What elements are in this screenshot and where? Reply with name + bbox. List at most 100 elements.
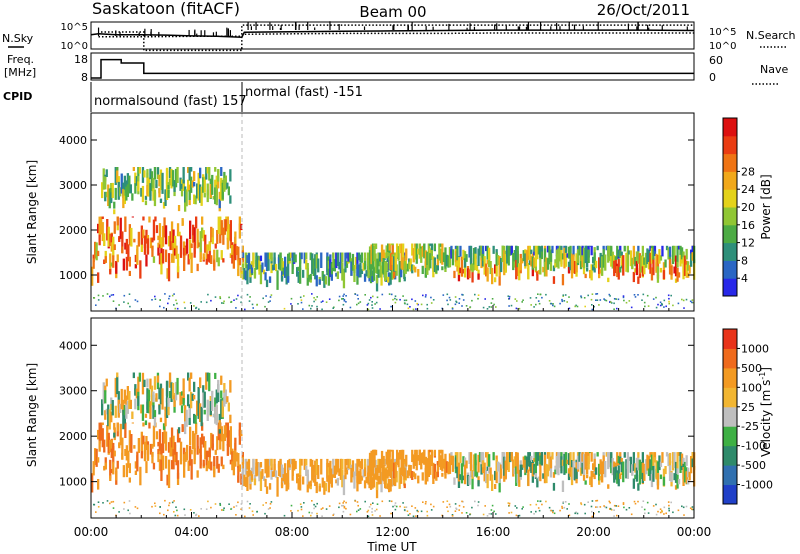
echo-speckle: [321, 308, 323, 311]
echo-speckle: [403, 299, 406, 302]
echo-speckle: [652, 505, 655, 507]
echo-cell: [221, 400, 224, 418]
echo-cell: [176, 460, 180, 479]
echo-cell: [311, 459, 314, 481]
echo-cell: [680, 453, 684, 466]
echo-cell: [142, 422, 145, 427]
echo-cell: [582, 454, 586, 475]
echo-speckle: [95, 511, 97, 513]
echo-cell: [513, 250, 516, 263]
echo-speckle: [461, 293, 463, 296]
echo-cell: [543, 468, 547, 484]
echo-speckle: [195, 306, 198, 309]
echo-cell: [664, 259, 667, 268]
echo-cell: [190, 372, 193, 379]
echo-cell: [264, 252, 267, 267]
echo-speckle: [359, 301, 362, 303]
echo-speckle: [97, 294, 100, 297]
echo-speckle: [599, 299, 602, 301]
echo-speckle: [537, 293, 539, 295]
echo-speckle: [550, 302, 553, 305]
echo-cell: [137, 231, 140, 247]
echo-cell: [329, 465, 332, 484]
echo-cell: [354, 463, 358, 476]
echo-cell: [157, 235, 160, 241]
echo-cell: [196, 228, 199, 249]
colorbar-tick-label: 100: [741, 381, 762, 394]
echo-cell: [382, 467, 385, 482]
echo-cell: [515, 466, 518, 486]
echo-cell: [376, 465, 379, 481]
echo-cell: [110, 469, 113, 473]
echo-cell: [220, 250, 223, 260]
echo-cell: [595, 467, 598, 475]
echo-cell: [125, 238, 128, 255]
echo-cell: [439, 455, 442, 470]
echo-speckle: [371, 307, 374, 309]
echo-speckle: [394, 301, 397, 304]
echo-cell: [674, 278, 678, 283]
colorbar-tick-label: -25: [741, 420, 759, 433]
echo-speckle: [490, 513, 493, 515]
echo-cell: [276, 270, 279, 290]
y-tick-label: 1000: [59, 269, 87, 282]
echo-cell: [120, 173, 123, 194]
echo-cell: [586, 267, 589, 272]
echo-cell: [592, 471, 595, 478]
echo-cell: [197, 172, 200, 191]
echo-speckle: [590, 298, 593, 301]
echo-cell: [380, 244, 384, 262]
echo-cell: [620, 462, 623, 473]
echo-cell: [213, 249, 216, 260]
echo-speckle: [587, 501, 589, 503]
echo-cell: [396, 243, 399, 258]
echo-speckle: [379, 515, 381, 517]
echo-speckle: [412, 308, 415, 311]
echo-cell: [153, 192, 157, 200]
echo-cell: [406, 263, 409, 272]
echo-cell: [344, 459, 347, 473]
echo-speckle: [633, 500, 636, 503]
echo-cell: [691, 245, 694, 261]
echo-speckle: [685, 505, 688, 508]
echo-speckle: [663, 299, 666, 302]
echo-cell: [213, 260, 216, 267]
echo-speckle: [615, 298, 617, 300]
echo-cell: [167, 253, 171, 263]
echo-cell: [172, 435, 175, 453]
echo-cell: [619, 267, 622, 273]
echo-cell: [131, 216, 134, 218]
echo-cell: [408, 258, 411, 264]
echo-cell: [177, 205, 181, 212]
echo-speckle: [689, 507, 692, 509]
echo-cell: [436, 462, 439, 472]
echo-speckle: [416, 302, 418, 305]
colorbar-tick-label: 500: [741, 362, 762, 375]
echo-cell: [219, 216, 222, 235]
echo-speckle: [290, 303, 292, 305]
echo-cell: [147, 179, 151, 197]
echo-cell: [572, 245, 575, 257]
echo-cell: [129, 399, 132, 409]
echo-cell: [324, 482, 327, 492]
echo-speckle: [372, 295, 374, 298]
echo-speckle: [644, 512, 646, 515]
echo-cell: [197, 387, 200, 405]
echo-cell: [418, 243, 421, 256]
echo-cell: [219, 439, 222, 450]
echo-cell: [393, 271, 396, 279]
echo-cell: [393, 478, 396, 485]
echo-cell: [673, 473, 676, 481]
x-tick-label: 16:00: [476, 525, 511, 539]
echo-speckle: [366, 304, 369, 306]
echo-cell: [187, 254, 190, 265]
echo-cell: [554, 263, 557, 268]
echo-cell: [391, 245, 394, 255]
echo-cell: [539, 249, 542, 259]
echo-cell: [531, 256, 534, 270]
echo-cell: [241, 263, 245, 270]
echo-speckle: [454, 303, 457, 306]
echo-speckle: [580, 296, 583, 299]
echo-cell: [309, 484, 312, 490]
echo-cell: [208, 241, 211, 251]
